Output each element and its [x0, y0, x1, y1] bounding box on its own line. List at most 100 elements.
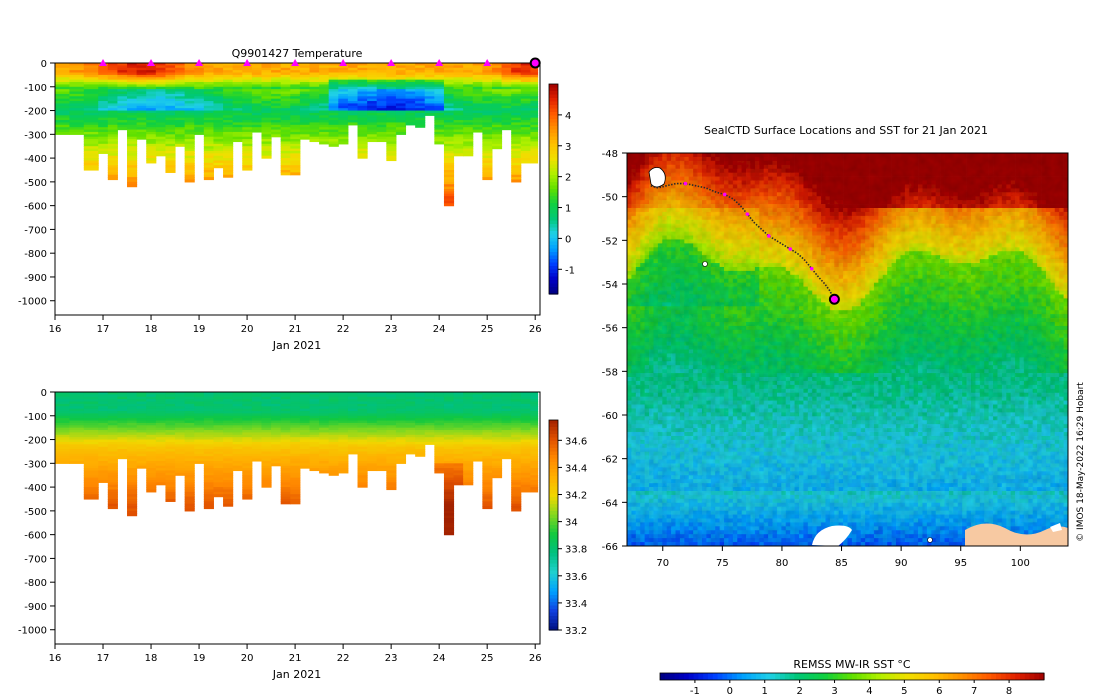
section-cell: [127, 127, 138, 131]
section-cell: [175, 91, 186, 95]
section-cell: [83, 70, 99, 74]
section-cell: [501, 446, 512, 450]
section-cell: [463, 89, 474, 93]
section-cell: [309, 77, 320, 81]
sst-pixel: [1032, 180, 1038, 185]
sst-pixel: [887, 188, 892, 193]
section-cell: [520, 84, 531, 88]
section-cell: [213, 74, 224, 78]
sst-pixel: [657, 160, 663, 166]
section-cell: [530, 401, 539, 405]
sst-pixel: [693, 153, 698, 158]
section-cell: [520, 403, 531, 407]
section-cell: [280, 112, 291, 116]
section-cell: [223, 67, 234, 71]
section-cell: [530, 425, 539, 429]
section-cell: [175, 399, 186, 403]
sst-pixel: [710, 180, 716, 185]
section-cell: [242, 399, 253, 403]
section-cell: [251, 418, 262, 422]
section-cell: [367, 463, 378, 467]
section-cell: [223, 155, 234, 159]
section-cell: [213, 84, 224, 88]
section-cell: [443, 430, 455, 434]
section-cell: [69, 67, 85, 71]
section-cell: [520, 399, 531, 403]
section-cell: [155, 96, 166, 100]
section-cell: [127, 101, 138, 105]
section-cell: [434, 127, 445, 131]
section-cell: [69, 420, 85, 424]
section-cell: [443, 200, 455, 204]
section-cell: [338, 432, 349, 436]
x-tick-label: 26: [529, 324, 542, 335]
section-cell: [520, 434, 531, 438]
section-cell: [184, 98, 195, 102]
section-cell: [434, 451, 445, 455]
sst-pixel: [794, 180, 800, 185]
section-cell: [482, 167, 493, 171]
section-cell: [424, 79, 435, 83]
section-cell: [184, 165, 195, 169]
section-cell: [482, 129, 493, 133]
section-cell: [501, 112, 512, 116]
section-cell: [165, 160, 176, 164]
sst-pixel: [715, 164, 720, 170]
section-cell: [443, 503, 455, 507]
sst-pixel: [821, 156, 826, 162]
section-cell: [386, 89, 397, 93]
section-cell: [357, 441, 368, 445]
section-cell: [530, 484, 539, 488]
sst-pixel: [913, 176, 919, 181]
section-cell: [117, 408, 128, 412]
section-cell: [280, 465, 291, 469]
section-cell: [530, 482, 539, 486]
section-cell: [443, 394, 455, 398]
section-cell: [136, 115, 147, 119]
section-cell: [347, 108, 359, 112]
sst-pixel: [957, 156, 963, 162]
section-cell: [520, 479, 531, 483]
section-cell: [69, 427, 85, 431]
section-cell: [520, 148, 531, 152]
section-cell: [491, 77, 503, 81]
section-cell: [184, 392, 195, 395]
section-cell: [405, 65, 416, 69]
section-cell: [443, 191, 455, 195]
section-cell: [146, 65, 157, 69]
section-cell: [482, 489, 493, 493]
section-cell: [83, 441, 99, 445]
section-cell: [223, 439, 234, 443]
section-cell: [376, 103, 387, 107]
section-cell: [482, 134, 493, 138]
section-cell: [482, 105, 493, 109]
sst-pixel: [688, 164, 694, 170]
section-cell: [453, 93, 464, 97]
section-cell: [338, 82, 349, 85]
section-cell: [530, 96, 539, 100]
section-cell: [107, 449, 118, 453]
section-cell: [453, 105, 464, 109]
section-cell: [203, 403, 214, 407]
sst-pixel: [843, 180, 848, 185]
section-cell: [55, 444, 70, 448]
section-cell: [223, 451, 234, 455]
sst-pixel: [728, 180, 734, 185]
section-cell: [395, 67, 407, 71]
section-cell: [194, 89, 205, 93]
section-cell: [520, 408, 531, 412]
sst-pixel: [631, 188, 637, 193]
section-cell: [415, 110, 426, 114]
section-cell: [127, 115, 138, 119]
section-cell: [290, 162, 301, 166]
sst-pixel: [997, 180, 1003, 185]
section-cell: [395, 413, 407, 417]
colorbar-segment: [549, 175, 558, 180]
section-cell: [443, 65, 455, 69]
section-cell: [55, 65, 70, 69]
section-cell: [203, 501, 214, 505]
section-cell: [472, 101, 483, 105]
section-cell: [520, 458, 531, 462]
day-marker: [147, 59, 156, 66]
section-cell: [117, 117, 128, 121]
